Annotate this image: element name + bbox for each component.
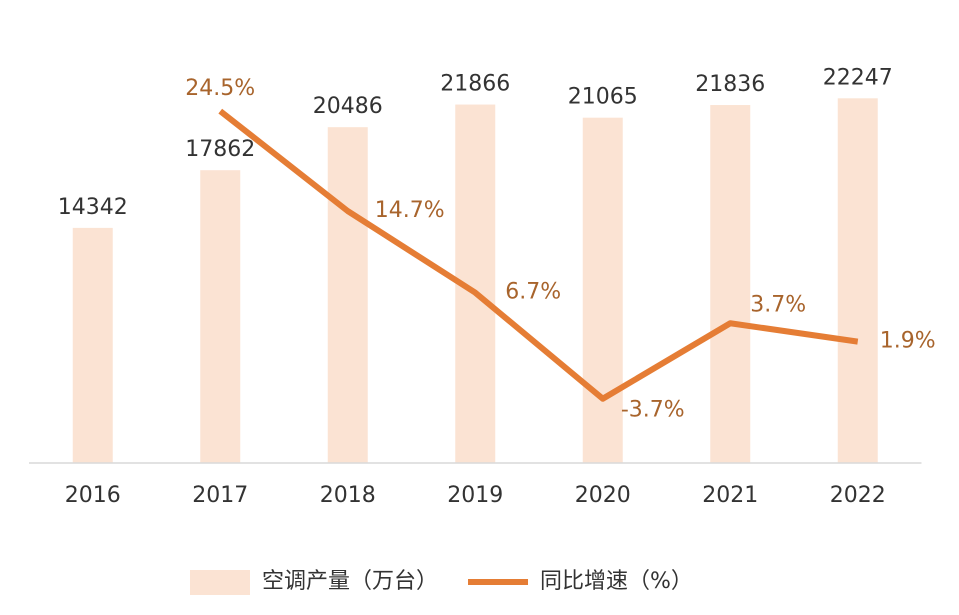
bar [710,105,751,464]
x-tick-label: 2019 [447,483,503,508]
bar [327,127,368,463]
bar-value-label: 21866 [440,72,510,97]
bar [200,170,241,463]
x-tick-label: 2016 [65,483,121,508]
x-tick-label: 2017 [192,483,248,508]
line-value-label: 1.9% [880,329,936,354]
bar-value-label: 14342 [58,195,128,220]
x-tick-label: 2020 [575,483,631,508]
line-value-label: 24.5% [185,76,255,101]
bar-value-label: 17862 [185,137,255,162]
legend-label: 同比增速（%） [540,569,693,594]
bar [72,227,113,463]
legend-swatch [190,570,250,595]
line-value-label: -3.7% [621,398,685,423]
line [218,108,859,402]
bar-value-label: 21836 [695,72,765,97]
bar-value-label: 20486 [313,94,383,119]
line-value-label: 3.7% [750,292,806,317]
line-value-label: 14.7% [375,198,445,223]
x-tick-label: 2022 [830,483,886,508]
bar [582,117,623,464]
bar-value-label: 21065 [568,85,638,110]
bar-value-label: 22247 [823,65,893,90]
line-value-label: 6.7% [505,280,561,305]
legend-label: 空调产量（万台） [262,569,438,594]
x-tick-label: 2018 [320,483,376,508]
x-tick-label: 2021 [702,483,758,508]
bar [837,98,878,463]
